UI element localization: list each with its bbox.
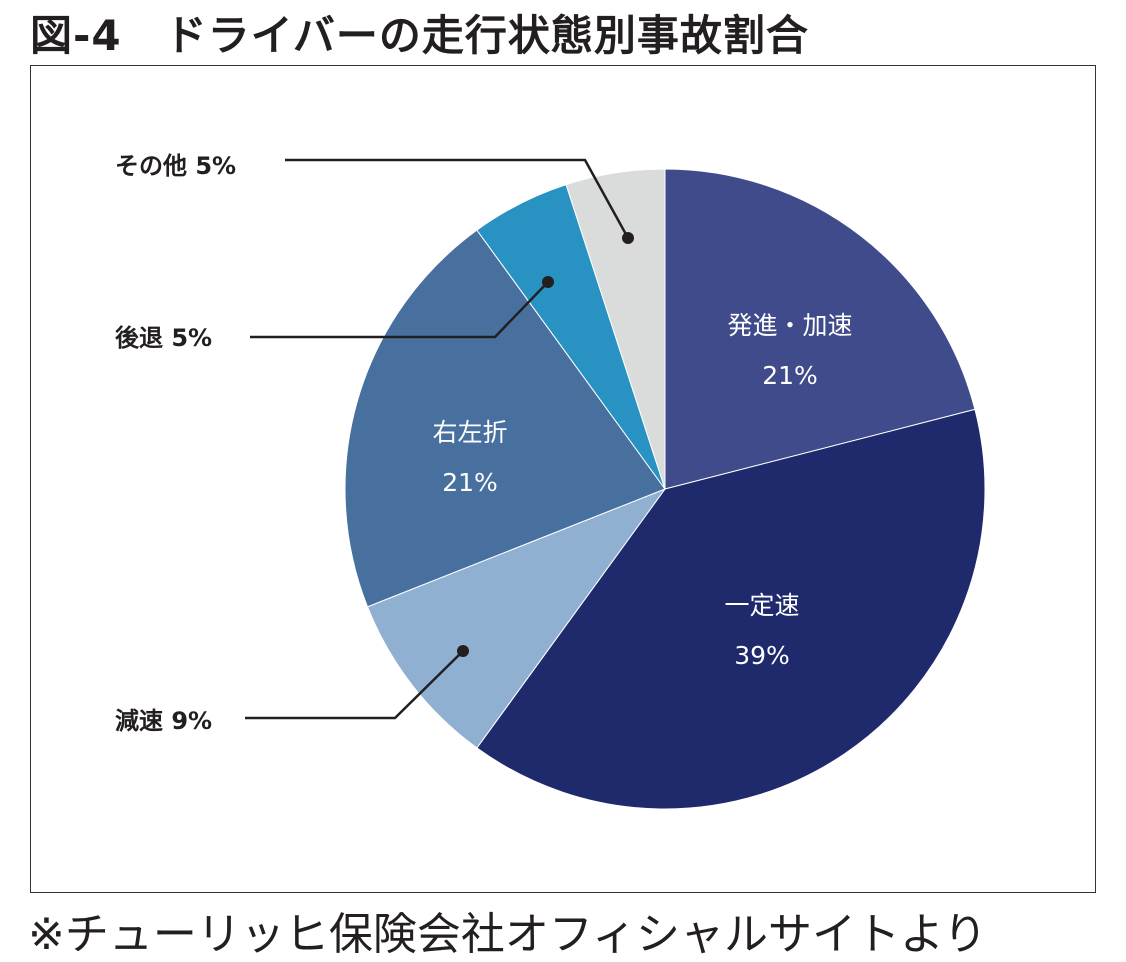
chart-frame	[30, 65, 1096, 893]
pie-slice-2	[366, 487, 667, 749]
label-start-accel: 発進・加速	[727, 311, 852, 340]
source-note: ※チューリッヒ保険会社オフィシャルサイトより	[28, 909, 988, 960]
label-reverse: 後退 5%	[115, 324, 212, 352]
leader-dot-reverse	[542, 276, 554, 288]
label-decel: 減速 9%	[115, 707, 212, 735]
leader-dot-other	[622, 232, 634, 244]
value-start-accel: 21%	[762, 361, 818, 390]
leader-line-decel	[245, 650, 464, 720]
label-constant: 一定速	[724, 591, 799, 620]
chart-title: 図-4 ドライバーの走行状態別事故割合	[30, 11, 809, 60]
pie-slice-3	[344, 229, 666, 608]
leader-line-other	[285, 158, 630, 239]
label-turn: 右左折	[432, 418, 507, 447]
pie-slice-5	[565, 168, 666, 490]
label-other: その他 5%	[115, 152, 236, 180]
value-turn: 21%	[442, 468, 498, 497]
pie-slice-0	[664, 168, 976, 490]
pie-slice-1	[476, 408, 986, 810]
leader-dot-decel	[457, 645, 469, 657]
leader-line-reverse	[250, 281, 549, 339]
value-constant: 39%	[734, 641, 790, 670]
